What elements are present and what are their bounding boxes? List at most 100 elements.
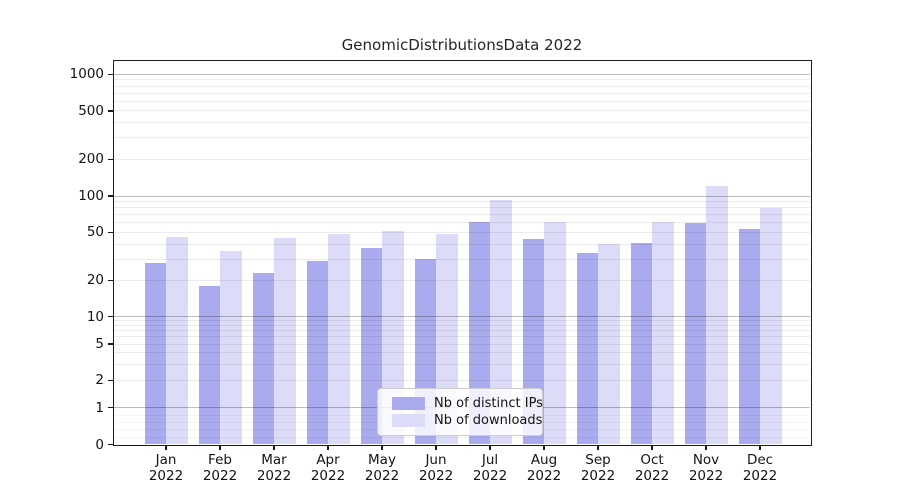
bar-distinct-ips-may xyxy=(360,248,382,445)
x-tick-year: 2022 xyxy=(418,468,454,484)
x-tick-label-feb: Feb 2022 xyxy=(190,452,250,485)
x-tick-mark xyxy=(435,444,437,450)
bar-downloads-dec xyxy=(760,207,782,445)
x-tick-year: 2022 xyxy=(526,468,562,484)
x-tick-mark xyxy=(165,444,167,450)
y-tick-mark xyxy=(108,73,114,75)
bar-distinct-ips-jan xyxy=(144,262,166,445)
bar-distinct-ips-oct xyxy=(630,242,652,445)
y-tick-label: 200 xyxy=(78,151,104,168)
bar-distinct-ips-mar xyxy=(252,273,274,445)
y-tick-mark xyxy=(108,379,114,381)
x-tick-mark xyxy=(327,444,329,450)
x-tick-label-jan: Jan 2022 xyxy=(136,452,196,485)
x-tick-month: Nov xyxy=(692,451,720,468)
y-tick-label: 20 xyxy=(86,272,104,289)
x-tick-year: 2022 xyxy=(202,468,238,484)
x-tick-month: Jun xyxy=(425,451,447,468)
legend-item-downloads: Nb of downloads xyxy=(392,413,542,428)
y-tick-mark xyxy=(108,195,114,197)
x-tick-label-sep: Sep 2022 xyxy=(568,452,628,485)
bar-downloads-apr xyxy=(328,234,350,445)
bar-distinct-ips-feb xyxy=(198,285,220,445)
legend: Nb of distinct IPs Nb of downloads xyxy=(377,388,543,436)
x-tick-label-jul: Jul 2022 xyxy=(460,452,520,485)
x-tick-mark xyxy=(705,444,707,450)
legend-item-distinct-ips: Nb of distinct IPs xyxy=(392,396,543,411)
legend-swatch-downloads xyxy=(392,414,425,427)
x-tick-year: 2022 xyxy=(688,468,724,484)
y-tick-mark xyxy=(108,231,114,233)
x-tick-year: 2022 xyxy=(580,468,616,484)
bar-downloads-aug xyxy=(544,221,566,445)
x-tick-label-apr: Apr 2022 xyxy=(298,452,358,485)
legend-label-distinct-ips: Nb of distinct IPs xyxy=(434,396,543,411)
y-tick-mark xyxy=(108,443,114,446)
legend-label-downloads: Nb of downloads xyxy=(434,413,543,428)
x-tick-mark xyxy=(651,444,653,450)
x-tick-year: 2022 xyxy=(256,468,292,484)
x-tick-label-mar: Mar 2022 xyxy=(244,452,304,485)
x-tick-label-jun: Jun 2022 xyxy=(406,452,466,485)
x-tick-mark xyxy=(759,444,761,450)
x-tick-mark xyxy=(219,444,221,450)
bar-downloads-sep xyxy=(598,244,620,445)
y-tick-label: 2 xyxy=(95,372,104,389)
x-tick-month: Sep xyxy=(585,451,611,468)
x-tick-year: 2022 xyxy=(472,468,508,484)
x-tick-month: Jul xyxy=(481,451,499,468)
x-tick-mark xyxy=(597,444,599,450)
bar-distinct-ips-dec xyxy=(738,229,760,445)
x-tick-label-nov: Nov 2022 xyxy=(676,452,736,485)
bar-distinct-ips-nov xyxy=(684,222,706,445)
x-tick-label-oct: Oct 2022 xyxy=(622,452,682,485)
x-tick-month: Aug xyxy=(530,451,558,468)
x-tick-mark xyxy=(381,444,383,450)
bar-downloads-oct xyxy=(652,221,674,445)
legend-swatch-distinct-ips xyxy=(392,397,425,410)
x-tick-month: Jan xyxy=(155,451,177,468)
x-tick-year: 2022 xyxy=(310,468,346,484)
y-tick-mark xyxy=(108,158,114,160)
x-tick-month: Dec xyxy=(746,451,774,468)
y-tick-label: 10 xyxy=(86,308,104,325)
plot-area xyxy=(114,61,810,445)
x-tick-label-may: May 2022 xyxy=(352,452,412,485)
y-tick-label: 1000 xyxy=(69,66,104,83)
x-tick-month: Apr xyxy=(316,451,340,468)
bars-layer xyxy=(114,61,810,445)
bar-downloads-nov xyxy=(706,186,728,445)
x-tick-month: Mar xyxy=(261,451,287,468)
y-tick-label: 5 xyxy=(95,336,104,353)
x-tick-year: 2022 xyxy=(742,468,778,484)
y-tick-label: 50 xyxy=(86,224,104,241)
y-tick-label: 0 xyxy=(95,436,104,453)
x-tick-year: 2022 xyxy=(364,468,400,484)
bar-downloads-jul xyxy=(490,200,512,445)
y-tick-mark xyxy=(108,110,114,112)
x-tick-month: Oct xyxy=(640,451,664,468)
y-tick-mark xyxy=(108,279,114,281)
y-tick-label: 500 xyxy=(78,102,104,119)
x-tick-mark xyxy=(273,444,275,450)
bar-downloads-mar xyxy=(274,237,296,445)
x-tick-mark xyxy=(543,444,545,450)
bar-downloads-feb xyxy=(220,251,242,445)
x-tick-label-dec: Dec 2022 xyxy=(730,452,790,485)
x-tick-year: 2022 xyxy=(634,468,670,484)
x-tick-label-aug: Aug 2022 xyxy=(514,452,574,485)
y-tick-mark xyxy=(108,407,114,409)
y-tick-label: 1 xyxy=(95,399,104,416)
bar-distinct-ips-sep xyxy=(576,252,598,445)
x-tick-month: May xyxy=(368,451,396,468)
y-tick-mark xyxy=(108,316,114,318)
x-tick-mark xyxy=(489,444,491,450)
x-tick-year: 2022 xyxy=(148,468,184,484)
bar-distinct-ips-apr xyxy=(306,260,328,445)
bar-downloads-jan xyxy=(166,236,188,445)
y-tick-mark xyxy=(108,343,114,345)
chart-title: GenomicDistributionsData 2022 xyxy=(341,36,583,54)
y-tick-label: 100 xyxy=(78,188,104,204)
x-tick-month: Feb xyxy=(208,451,232,468)
